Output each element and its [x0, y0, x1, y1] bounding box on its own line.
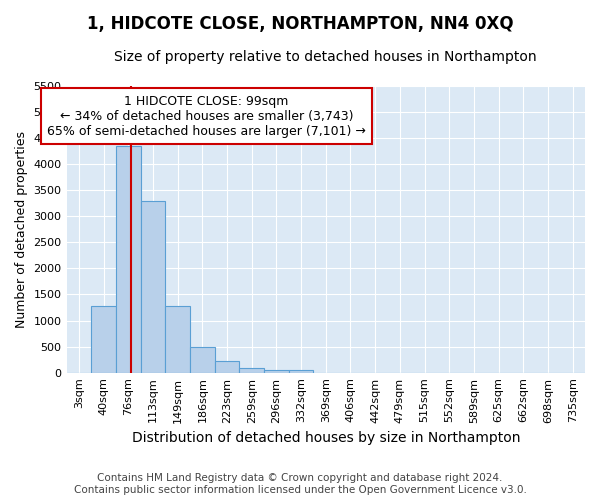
Text: 1 HIDCOTE CLOSE: 99sqm
← 34% of detached houses are smaller (3,743)
65% of semi-: 1 HIDCOTE CLOSE: 99sqm ← 34% of detached… — [47, 94, 366, 138]
Bar — [190, 347, 215, 372]
Bar — [91, 306, 116, 372]
Bar — [165, 306, 190, 372]
Text: 1, HIDCOTE CLOSE, NORTHAMPTON, NN4 0XQ: 1, HIDCOTE CLOSE, NORTHAMPTON, NN4 0XQ — [86, 15, 514, 33]
Bar — [215, 360, 239, 372]
Bar — [239, 368, 264, 372]
Bar — [140, 200, 165, 372]
Bar — [116, 146, 140, 372]
Bar — [289, 370, 313, 372]
Text: Contains HM Land Registry data © Crown copyright and database right 2024.
Contai: Contains HM Land Registry data © Crown c… — [74, 474, 526, 495]
Bar — [264, 370, 289, 372]
X-axis label: Distribution of detached houses by size in Northampton: Distribution of detached houses by size … — [131, 431, 520, 445]
Title: Size of property relative to detached houses in Northampton: Size of property relative to detached ho… — [115, 50, 537, 64]
Y-axis label: Number of detached properties: Number of detached properties — [15, 131, 28, 328]
